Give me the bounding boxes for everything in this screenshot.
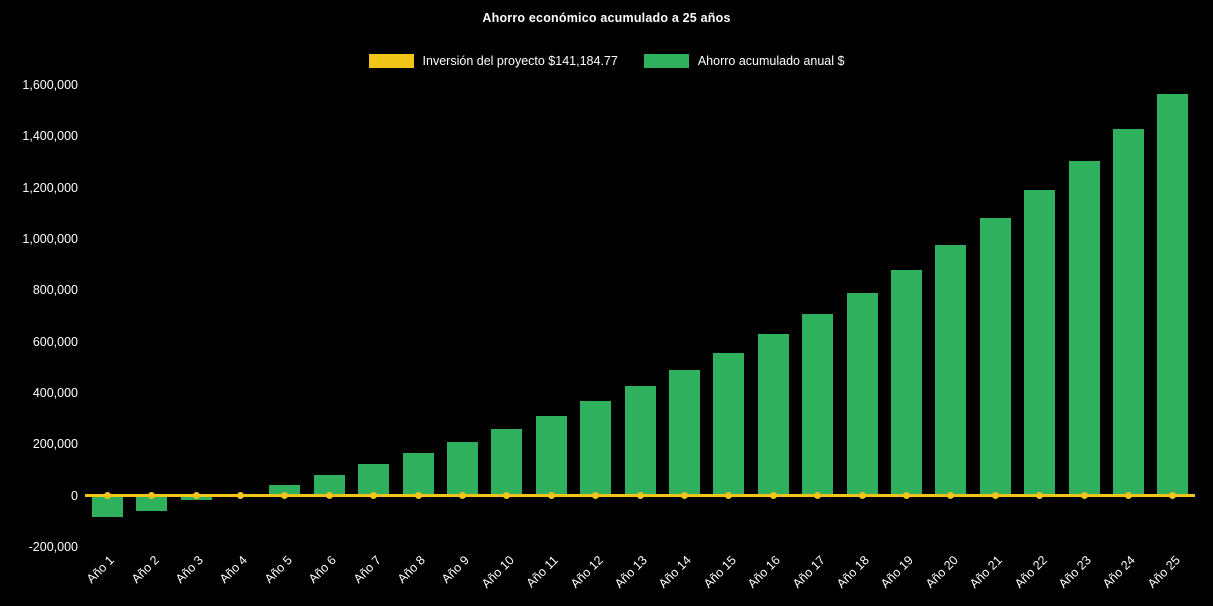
- bar-año-25: [1157, 94, 1188, 496]
- line-marker: [237, 492, 244, 499]
- line-marker: [903, 492, 910, 499]
- x-axis-label: Año 15: [700, 553, 739, 591]
- x-axis-label: Año 11: [523, 553, 561, 591]
- bar-año-14: [669, 370, 700, 496]
- x-axis-label: Año 2: [128, 553, 162, 587]
- x-axis-label: Año 25: [1144, 553, 1183, 591]
- legend-swatch-savings: [643, 54, 689, 68]
- legend-item-investment: Inversión del proyecto $141,184.77: [368, 54, 618, 68]
- x-axis-label: Año 6: [305, 553, 339, 587]
- line-marker: [104, 492, 111, 499]
- line-marker: [1036, 492, 1043, 499]
- bar-año-7: [358, 464, 389, 495]
- legend-swatch-investment: [368, 54, 414, 68]
- line-marker: [1081, 492, 1088, 499]
- x-axis-label: Año 3: [172, 553, 206, 587]
- bar-año-13: [625, 386, 656, 495]
- y-axis-tick-label: 1,200,000: [22, 180, 78, 195]
- bar-año-22: [1024, 190, 1055, 495]
- x-axis-label: Año 17: [789, 553, 828, 591]
- y-axis-tick-label: 1,400,000: [22, 129, 78, 144]
- y-axis-tick-label: 1,600,000: [22, 78, 78, 92]
- y-axis-tick-label: 1,000,000: [22, 232, 78, 246]
- line-marker: [148, 492, 155, 499]
- line-marker: [1169, 492, 1176, 499]
- x-axis-label: Año 23: [1055, 553, 1094, 591]
- bar-año-18: [847, 293, 878, 496]
- bar-año-2: [136, 496, 167, 511]
- x-axis-label: Año 9: [438, 553, 472, 587]
- line-marker: [370, 492, 377, 499]
- line-marker: [281, 492, 288, 499]
- line-marker: [592, 492, 599, 499]
- bar-año-6: [314, 475, 345, 496]
- bar-año-19: [891, 270, 922, 496]
- line-marker: [681, 492, 688, 499]
- x-axis-label: Año 1: [83, 553, 117, 587]
- x-axis-label: Año 21: [966, 553, 1005, 591]
- bar-año-20: [935, 245, 966, 495]
- x-axis-label: Año 24: [1099, 553, 1138, 591]
- bar-año-1: [92, 496, 123, 517]
- y-axis-tick-label: 600,000: [32, 334, 78, 349]
- line-marker: [992, 492, 999, 499]
- line-marker: [947, 492, 954, 499]
- legend-label-investment: Inversión del proyecto $141,184.77: [422, 54, 618, 68]
- line-marker: [193, 492, 200, 499]
- x-axis-label: Año 5: [261, 553, 295, 587]
- x-axis-label: Año 20: [922, 553, 961, 591]
- x-axis-label: Año 13: [611, 553, 650, 591]
- y-axis-tick-label: 800,000: [32, 283, 78, 298]
- y-axis-tick-label: 200,000: [32, 437, 78, 452]
- bar-año-15: [713, 353, 744, 496]
- line-marker: [859, 492, 866, 499]
- bar-año-9: [447, 442, 478, 496]
- bar-año-16: [758, 334, 789, 496]
- chart-title: Ahorro económico acumulado a 25 años: [482, 11, 731, 25]
- line-marker: [1125, 492, 1132, 499]
- line-marker: [814, 492, 821, 499]
- y-axis-tick-label: 400,000: [32, 386, 78, 400]
- x-axis-label: Año 10: [478, 553, 517, 591]
- x-axis-label: Año 4: [216, 553, 250, 587]
- x-axis-label: Año 16: [744, 553, 783, 591]
- bar-año-24: [1113, 129, 1144, 496]
- bar-año-12: [580, 401, 611, 495]
- line-marker: [637, 492, 644, 499]
- x-axis-label: Año 19: [877, 553, 916, 591]
- line-marker: [725, 492, 732, 499]
- x-axis-label: Año 18: [833, 553, 872, 591]
- line-marker: [770, 492, 777, 499]
- legend-label-savings: Ahorro acumulado anual $: [697, 54, 845, 68]
- bar-año-21: [980, 218, 1011, 495]
- bar-año-23: [1069, 161, 1100, 496]
- line-marker: [326, 492, 333, 499]
- line-marker: [415, 492, 422, 499]
- line-marker: [548, 492, 555, 499]
- x-axis-label: Año 14: [655, 553, 694, 591]
- x-axis-label: Año 8: [394, 553, 428, 587]
- bar-año-17: [802, 314, 833, 496]
- bar-año-11: [536, 416, 567, 496]
- x-axis-label: Año 7: [350, 553, 384, 587]
- y-axis-tick-label: -200,000: [28, 540, 78, 554]
- bar-año-10: [491, 429, 522, 495]
- x-axis-label: Año 12: [567, 553, 606, 591]
- line-marker: [503, 492, 510, 499]
- bar-año-8: [403, 453, 434, 495]
- legend: Inversión del proyecto $141,184.77 Ahorr…: [0, 54, 1213, 68]
- line-marker: [459, 492, 466, 499]
- x-axis-label: Año 22: [1011, 553, 1050, 591]
- bar-año-5: [269, 485, 300, 495]
- legend-item-savings: Ahorro acumulado anual $: [643, 54, 845, 68]
- y-axis-tick-label: 0: [71, 488, 78, 503]
